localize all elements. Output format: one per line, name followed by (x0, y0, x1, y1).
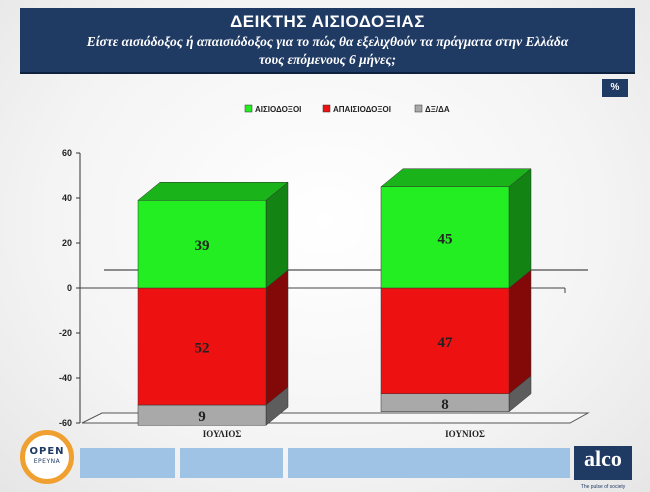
data-label: 45 (438, 231, 453, 247)
bar-side-ΑΠΑΙΣΙΟΔΟΞΟΙ (265, 269, 289, 406)
chart-header: ΔΕΙΚΤΗΣ ΑΙΣΙΟΔΟΞΙΑΣ Είστε αισιόδοξος ή α… (20, 8, 635, 74)
y-tick-label: -40 (59, 373, 72, 383)
unit-badge: % (602, 79, 628, 97)
y-tick-label: 40 (62, 193, 72, 203)
chart-subtitle-line-1: Είστε αισιόδοξος ή απαισιόδοξος για το π… (86, 34, 569, 49)
footer-bar-1 (80, 448, 175, 478)
data-label: 8 (441, 397, 449, 413)
footer-bar-2 (180, 448, 283, 478)
open-logo-name: OPEN (29, 446, 65, 457)
legend-swatch (244, 104, 253, 113)
data-label: 9 (198, 409, 206, 425)
x-category-label: ΙΟΥΝΙΟΣ (445, 429, 485, 439)
bar-side-ΑΙΣΙΟΔΟΞΟΙ (265, 181, 289, 289)
legend-label: ΔΞ/ΔΑ (425, 105, 450, 114)
alco-logo-name: alco (584, 446, 622, 471)
bar-ΑΙΣΙΟΔΟΞΟΙ (380, 186, 510, 289)
chart-subtitle-line-2: τους επόμενους 6 μήνες; (258, 52, 397, 67)
bar-top (137, 182, 289, 201)
open-logo: OPEN ΕΡΕΥΝΑ (20, 430, 74, 484)
bar-ΑΠΑΙΣΙΟΔΟΞΟΙ (137, 287, 267, 406)
bar-ΑΠΑΙΣΙΟΔΟΞΟΙ (380, 287, 510, 394)
data-label: 39 (195, 238, 210, 254)
alco-logo-tagline: The pulse of society (580, 484, 626, 490)
y-tick-label: 20 (62, 238, 72, 248)
x-category-label: ΙΟΥΛΙΟΣ (203, 429, 242, 439)
bar-side-ΑΙΣΙΟΔΟΞΟΙ (508, 168, 532, 289)
data-label: 52 (195, 341, 210, 357)
bar-side-ΑΠΑΙΣΙΟΔΟΞΟΙ (508, 269, 532, 395)
legend-swatch (414, 104, 423, 113)
open-logo-sub: ΕΡΕΥΝΑ (33, 458, 61, 465)
footer-bar-3 (288, 448, 570, 478)
legend-label: ΑΠΑΙΣΙΟΔΟΞΟΙ (333, 105, 391, 114)
bar-ΑΙΣΙΟΔΟΞΟΙ (137, 200, 267, 289)
y-tick-label: -60 (59, 418, 72, 428)
bar-top (380, 168, 532, 187)
data-label: 47 (438, 335, 454, 351)
y-tick-label: 0 (67, 283, 72, 293)
chart-title: ΔΕΙΚΤΗΣ ΑΙΣΙΟΔΟΞΙΑΣ (230, 12, 425, 31)
alco-logo: alco The pulse of society (574, 446, 632, 490)
legend-label: ΑΙΣΙΟΔΟΞΟΙ (255, 105, 301, 114)
y-tick-label: -20 (59, 328, 72, 338)
y-tick-label: 60 (62, 148, 72, 158)
legend-swatch (322, 104, 331, 113)
